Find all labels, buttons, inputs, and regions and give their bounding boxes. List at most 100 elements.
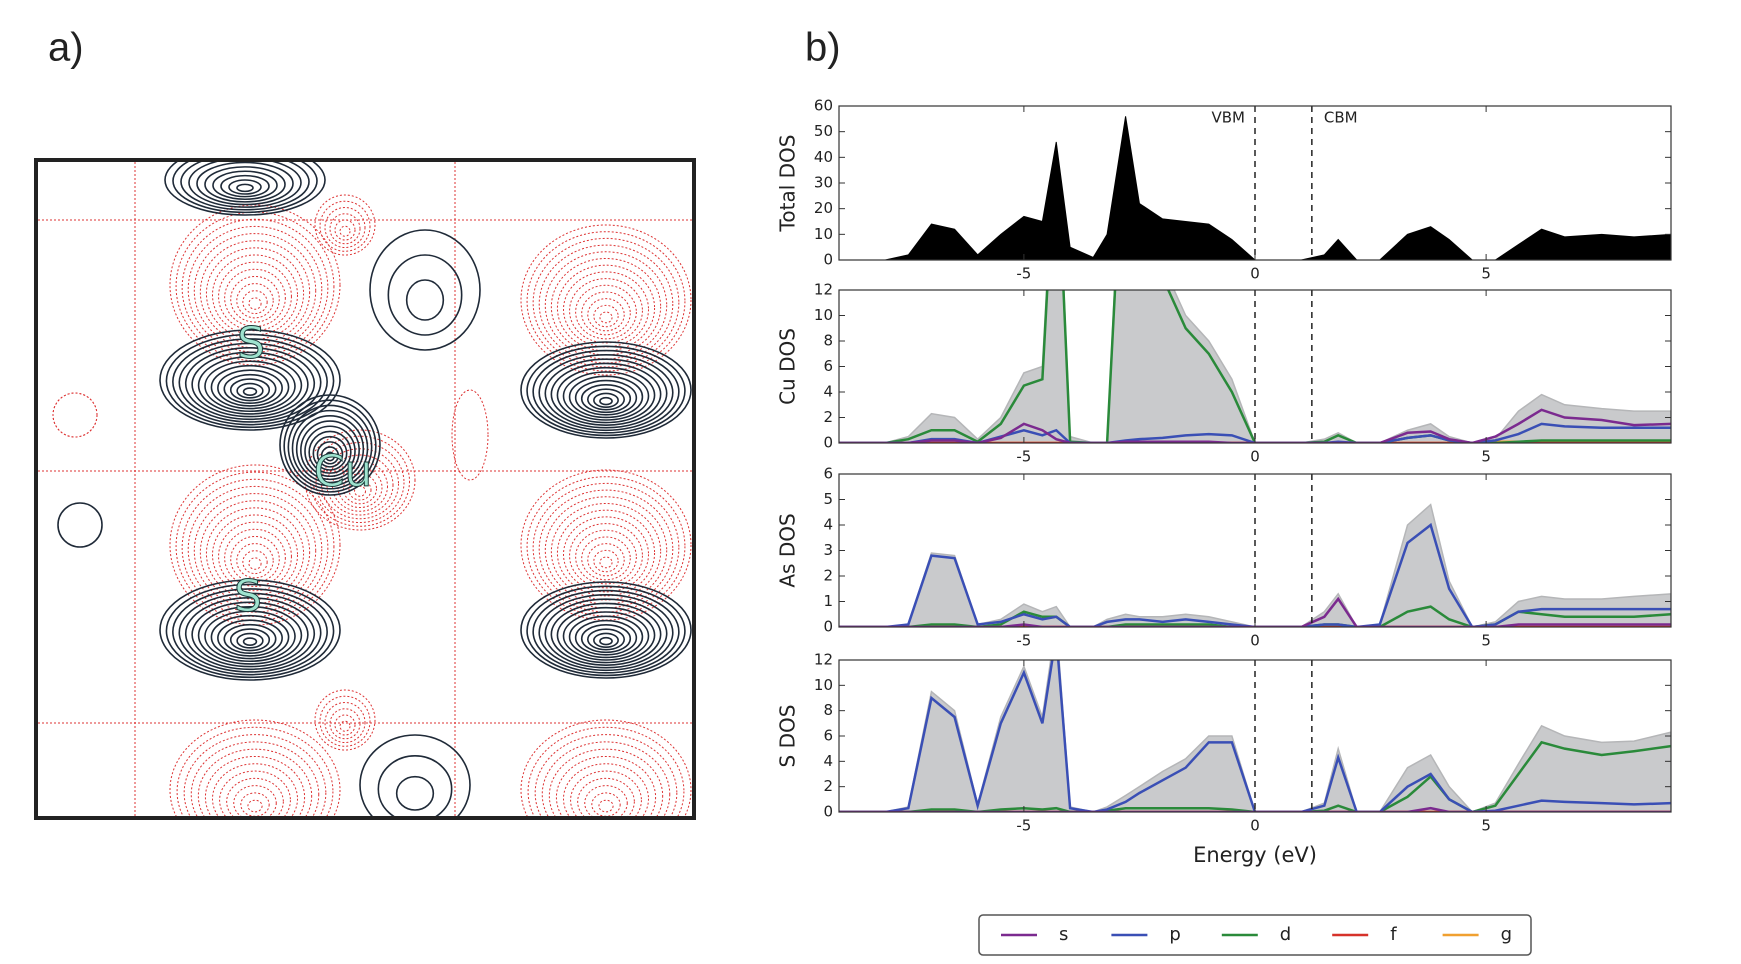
contour <box>242 550 268 575</box>
y-tick-label: 10 <box>814 225 833 243</box>
contour <box>593 549 619 573</box>
contour <box>562 611 650 661</box>
contour <box>532 237 680 368</box>
contour <box>226 777 284 816</box>
contour <box>236 382 264 399</box>
contour <box>181 218 329 357</box>
x-tick-label: 5 <box>1481 448 1491 466</box>
contour <box>308 430 352 474</box>
contour <box>304 425 356 478</box>
contour <box>204 360 296 413</box>
contour <box>169 204 341 366</box>
contour <box>538 244 674 364</box>
x-tick-label: -5 <box>1016 632 1031 650</box>
contour <box>325 451 335 462</box>
plot-area <box>839 503 1671 627</box>
contour <box>218 261 292 332</box>
contour <box>369 229 481 351</box>
contour <box>197 605 303 665</box>
contour <box>230 535 280 583</box>
contour <box>581 291 631 336</box>
contour <box>581 536 631 581</box>
annotation: CBM <box>1324 109 1358 127</box>
y-tick-label: 6 <box>823 727 833 745</box>
contour <box>159 579 341 681</box>
contour <box>320 446 340 465</box>
contour <box>193 493 317 609</box>
contour <box>593 632 619 648</box>
contour <box>315 442 405 523</box>
contour <box>556 264 656 352</box>
y-tick-label: 2 <box>823 777 833 795</box>
contour <box>223 373 277 405</box>
contour <box>321 448 399 520</box>
contour <box>574 379 638 416</box>
contour <box>183 734 327 816</box>
contour <box>599 636 613 646</box>
contour <box>312 435 348 471</box>
contour <box>218 521 292 592</box>
total-dos-area <box>839 290 1671 443</box>
contour <box>544 598 668 669</box>
contour <box>180 162 310 211</box>
contour <box>324 207 366 248</box>
total-dos-area <box>839 503 1671 627</box>
contour <box>197 355 303 415</box>
contour <box>339 720 351 732</box>
contour <box>172 338 328 426</box>
contour <box>233 785 277 816</box>
contour <box>334 219 356 241</box>
y-tick-label: 1 <box>823 592 833 610</box>
contour <box>568 375 644 419</box>
contour <box>587 298 625 332</box>
contour <box>230 275 280 323</box>
x-tick-label: -5 <box>1016 817 1031 835</box>
contour <box>405 279 445 321</box>
contour <box>586 388 626 411</box>
atom-label: Cu <box>314 446 373 497</box>
plot-area <box>839 116 1671 260</box>
y-tick-label: 3 <box>823 541 833 559</box>
y-tick-label: 0 <box>823 434 833 452</box>
contour <box>599 556 613 569</box>
contour <box>236 283 274 319</box>
contour <box>199 240 311 345</box>
legend-label: g <box>1501 924 1512 945</box>
contour <box>520 224 692 376</box>
contour <box>569 523 643 589</box>
x-tick-label: 5 <box>1481 632 1491 650</box>
contour <box>329 213 361 245</box>
contour <box>526 231 686 372</box>
dos-line <box>839 522 1671 627</box>
contour <box>563 763 649 816</box>
contour <box>165 333 335 429</box>
contour <box>310 435 410 527</box>
y-tick-label: 0 <box>823 803 833 821</box>
atom-label: S <box>237 318 265 369</box>
y-tick-label: 12 <box>814 651 833 669</box>
contour <box>319 200 371 252</box>
contour <box>212 170 278 201</box>
contour <box>164 162 326 216</box>
dos-line <box>839 660 1671 812</box>
y-tick-label: 60 <box>814 97 833 115</box>
contour <box>548 748 664 816</box>
contour <box>314 689 376 751</box>
contour <box>229 378 271 402</box>
contour <box>52 392 98 438</box>
contour <box>343 473 377 505</box>
legend-label: f <box>1390 924 1397 945</box>
contour <box>591 792 621 816</box>
x-tick-label: 0 <box>1250 632 1260 650</box>
contour <box>219 770 291 816</box>
legend-label: s <box>1059 924 1068 945</box>
contour <box>184 347 316 421</box>
y-tick-label: 5 <box>823 490 833 508</box>
contour <box>247 799 263 813</box>
contour <box>57 502 103 548</box>
y-axis-label: S DOS <box>776 705 800 768</box>
contour <box>236 183 254 193</box>
y-tick-label: 6 <box>823 357 833 375</box>
contour <box>224 528 286 587</box>
